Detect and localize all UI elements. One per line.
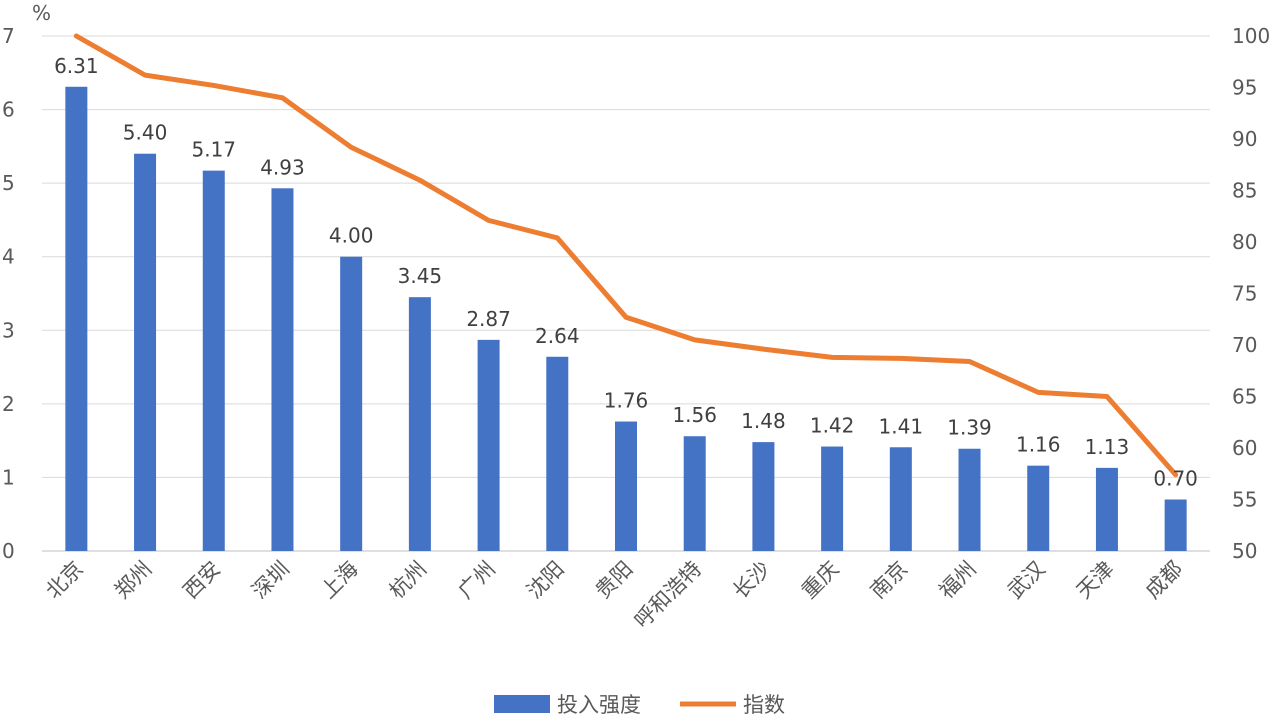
bar [134,153,157,551]
right-tick-label: 65 [1232,385,1257,409]
index-line [73,33,1179,478]
right-tick-label: 55 [1232,488,1257,512]
right-tick-label: 70 [1232,333,1257,357]
bar-value-label: 2.64 [535,324,580,348]
bar-value-label: 4.93 [260,155,305,179]
bar-value-label: 1.48 [741,409,786,433]
bar [821,446,844,551]
bar [477,339,500,551]
data-labels: 6.31 5.40 5.17 4.93 4.00 3.45 2.87 2.64 1.76 1.56… [54,54,1198,491]
right-tick-label: 75 [1232,282,1257,306]
category-label: 福州 [934,557,981,604]
bar [65,86,88,551]
bar [615,421,637,551]
right-tick-label: 90 [1232,127,1257,151]
bar [546,356,569,551]
bar [889,447,912,551]
bar-value-label: 4.00 [329,224,374,248]
legend: 投入强度 指数 [494,693,785,715]
bar-value-label: 1.39 [947,416,992,440]
bar-value-label: 1.41 [879,414,924,438]
category-label: 杭州 [385,557,432,604]
bar-value-label: 1.13 [1085,435,1130,459]
category-label: 上海 [316,557,363,604]
bar-value-label: 1.56 [672,403,717,427]
bar [958,448,981,551]
bar [752,442,775,551]
category-label: 天津 [1072,557,1119,604]
bar-value-label: 0.70 [1153,467,1198,491]
right-axis: 50 55 60 65 70 75 80 85 90 95 100 [1232,24,1270,563]
bar-value-label: 3.45 [398,264,443,288]
right-tick-label: 100 [1232,24,1270,48]
legend-label-bar: 投入强度 [557,693,641,715]
left-tick-label: 7 [2,24,15,48]
right-tick-label: 95 [1232,76,1257,100]
category-label: 南京 [866,557,913,604]
category-label: 呼和浩特 [630,557,706,633]
bar [1095,467,1118,551]
line-series [73,33,1179,478]
category-label: 成都 [1141,557,1188,604]
bar-value-label: 6.31 [54,54,99,78]
left-axis: % 0 1 2 3 4 5 6 7 [2,1,51,563]
bar [202,170,225,551]
category-label: 西安 [179,557,226,604]
left-tick-label: 3 [2,318,15,342]
bar-series [65,86,1187,552]
left-tick-label: 6 [2,98,15,122]
left-tick-label: 2 [2,392,15,416]
bar [1027,465,1050,551]
category-label: 北京 [41,557,88,604]
bar-value-label: 1.42 [810,414,855,438]
legend-swatch-bar [494,695,550,713]
bar [408,297,431,551]
right-tick-label: 85 [1232,179,1257,203]
legend-label-line: 指数 [743,693,785,715]
gridlines [42,35,1210,552]
category-label: 深圳 [247,557,294,604]
right-tick-label: 50 [1232,539,1257,563]
category-label: 武汉 [1003,557,1050,604]
bar-value-label: 5.17 [191,138,236,162]
bar-value-label: 1.76 [604,389,649,413]
right-tick-label: 60 [1232,436,1257,460]
right-tick-label: 80 [1232,230,1257,254]
bar [683,436,706,551]
left-tick-label: 1 [2,465,15,489]
bar [271,188,294,552]
category-label: 广州 [453,557,500,604]
left-tick-label: 5 [2,171,15,195]
left-tick-label: 0 [2,539,15,563]
category-label: 郑州 [110,557,157,604]
bar-value-label: 1.16 [1016,433,1061,457]
bar-value-label: 5.40 [123,121,168,145]
category-label: 重庆 [797,557,844,604]
left-tick-label: 4 [2,245,15,269]
bar [1164,499,1187,551]
bar-value-label: 2.87 [466,307,511,331]
category-label: 贵阳 [591,557,638,604]
bar [340,256,363,551]
category-label: 长沙 [728,557,775,604]
category-label: 沈阳 [522,557,569,604]
left-axis-unit: % [32,1,51,25]
